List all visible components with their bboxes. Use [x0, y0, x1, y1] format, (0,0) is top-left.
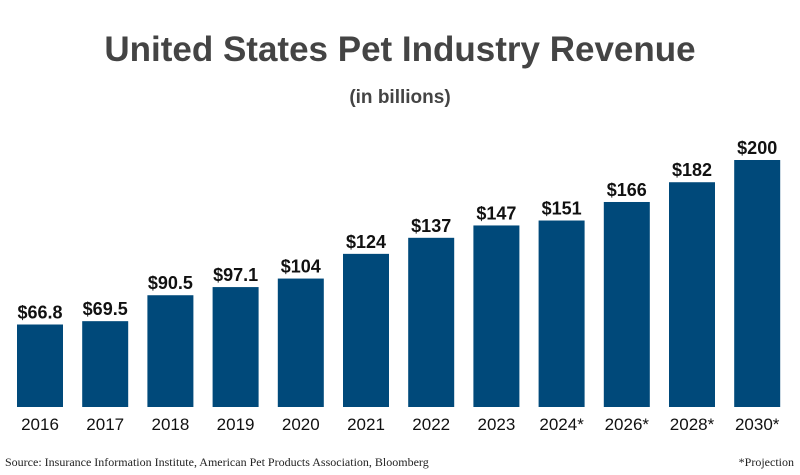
- bar-2016: [17, 324, 63, 407]
- bar-2021: [343, 253, 389, 407]
- chart-subtitle: (in billions): [349, 87, 451, 108]
- data-label-2017: $69.5: [83, 299, 128, 319]
- x-tick-label-2026*: 2026*: [605, 415, 650, 434]
- x-tick-label-2020: 2020: [282, 415, 320, 434]
- bar-2023: [473, 225, 520, 407]
- x-tick-label-2022: 2022: [412, 415, 450, 434]
- bar-2018: [147, 295, 194, 407]
- data-label-2019: $97.1: [213, 265, 258, 285]
- data-label-2026*: $166: [607, 180, 647, 200]
- data-label-2028*: $182: [672, 160, 712, 180]
- bar-2020: [277, 278, 324, 407]
- bar-2028*: [669, 182, 715, 407]
- x-tick-label-2016: 2016: [21, 415, 59, 434]
- chart-title: United States Pet Industry Revenue: [104, 30, 696, 69]
- data-label-2022: $137: [411, 216, 451, 236]
- data-label-2030*: $200: [737, 138, 777, 158]
- data-label-2018: $90.5: [148, 273, 193, 293]
- bar-2017: [82, 321, 129, 407]
- x-tick-label-2028*: 2028*: [670, 415, 715, 434]
- bar-2019: [212, 287, 259, 407]
- x-tick-label-2017: 2017: [86, 415, 124, 434]
- x-tick-label-2023: 2023: [477, 415, 515, 434]
- x-tick-label-2021: 2021: [347, 415, 385, 434]
- projection-note: *Projection: [738, 455, 794, 469]
- source-note: Source: Insurance Information Institute,…: [5, 455, 429, 469]
- x-tick-label-2024*: 2024*: [539, 415, 584, 434]
- data-label-2016: $66.8: [17, 303, 62, 323]
- bar-2030*: [734, 160, 781, 407]
- data-label-2020: $104: [281, 257, 321, 277]
- x-tick-label-2018: 2018: [151, 415, 189, 434]
- bar-2026*: [603, 201, 650, 407]
- data-label-2021: $124: [346, 232, 386, 252]
- bar-2022: [408, 237, 455, 407]
- data-label-2023: $147: [476, 203, 516, 223]
- data-label-2024*: $151: [542, 199, 582, 219]
- x-tick-label-2019: 2019: [217, 415, 255, 434]
- bar-2024*: [538, 220, 585, 407]
- x-tick-label-2030*: 2030*: [735, 415, 780, 434]
